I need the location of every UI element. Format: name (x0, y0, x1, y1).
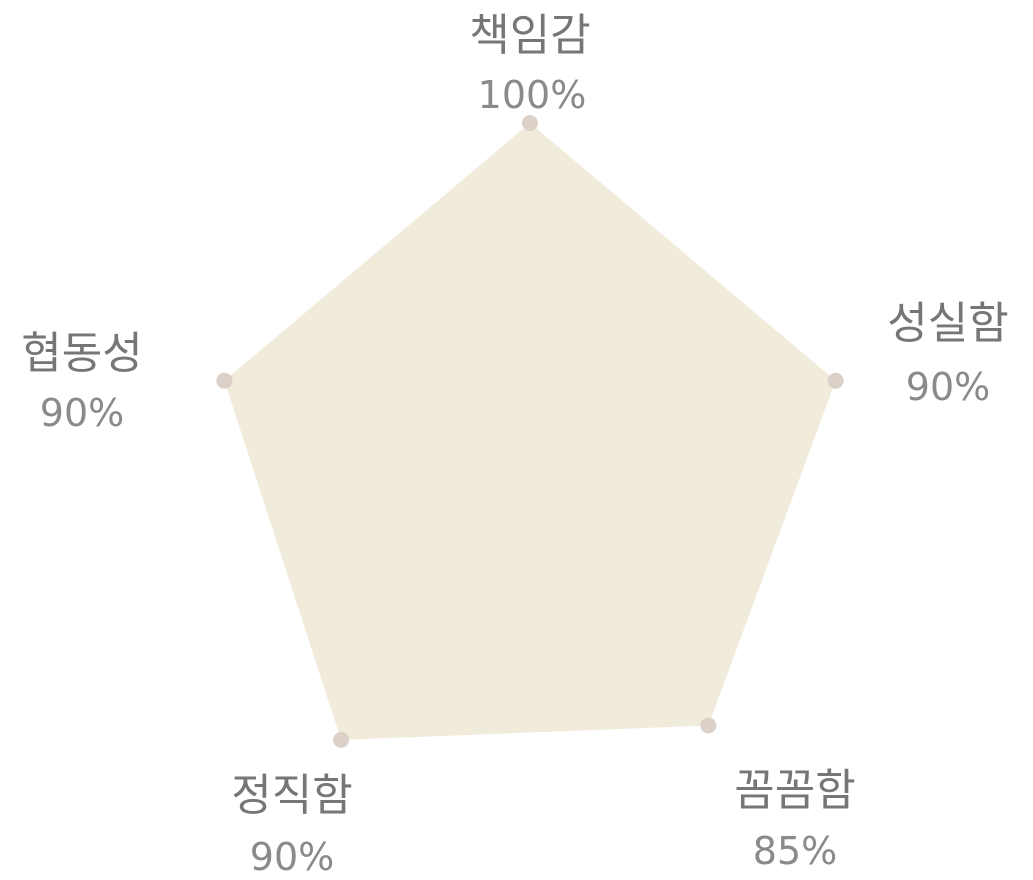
radar-points (216, 115, 844, 748)
radar-area (224, 123, 836, 740)
axis-value-cooperation: 90% (40, 391, 124, 435)
axis-value-meticulousness: 85% (753, 829, 837, 873)
axis-label-honesty: 정직함 (231, 770, 352, 821)
data-point-cooperation (216, 372, 233, 389)
data-point-diligence (827, 372, 844, 389)
axis-value-honesty: 90% (250, 835, 334, 879)
data-point-responsibility (522, 115, 538, 131)
axis-label-responsibility: 책임감 (469, 10, 590, 61)
data-point-honesty (333, 731, 350, 748)
axis-label-cooperation: 협동성 (21, 328, 142, 379)
data-point-meticulousness (700, 717, 717, 734)
axis-label-diligence: 성실함 (887, 298, 1008, 349)
axis-value-diligence: 90% (906, 365, 990, 409)
axis-label-meticulousness: 꼼꼼함 (734, 765, 855, 816)
axis-value-responsibility: 100% (478, 73, 587, 117)
